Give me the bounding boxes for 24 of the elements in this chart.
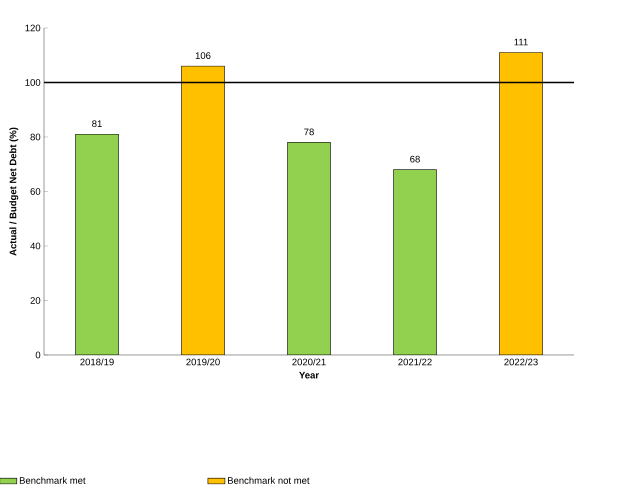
data-label: 78 (304, 128, 314, 136)
x-axis-title: Year (299, 372, 319, 378)
x-tick-label: 2022/23 (504, 358, 538, 366)
x-tick-label: 2018/19 (80, 358, 114, 366)
bar (76, 134, 119, 355)
data-label: 68 (410, 156, 420, 162)
data-label: 111 (514, 38, 528, 46)
legend-label: Benchmark met (20, 476, 86, 484)
y-axis-title: Actual / Budget Net Debt (%) (9, 128, 18, 256)
data-label: 81 (92, 120, 102, 128)
y-tick-label: 80 (30, 134, 40, 140)
legend-label: Benchmark not met (228, 476, 310, 484)
x-tick-label: 2019/20 (186, 358, 220, 366)
bar (393, 169, 437, 355)
y-tick-label: 120 (26, 24, 40, 32)
y-tick-label: 100 (26, 79, 40, 86)
y-tick-label: 60 (30, 188, 40, 195)
y-tick-label: 20 (30, 297, 40, 304)
x-tick-label: 2021/22 (398, 358, 432, 366)
data-label: 106 (196, 52, 211, 59)
y-tick-label: 40 (30, 242, 40, 250)
bar (288, 142, 331, 355)
y-tick-label: 0 (36, 352, 40, 358)
x-tick-label: 2020/21 (292, 358, 326, 366)
